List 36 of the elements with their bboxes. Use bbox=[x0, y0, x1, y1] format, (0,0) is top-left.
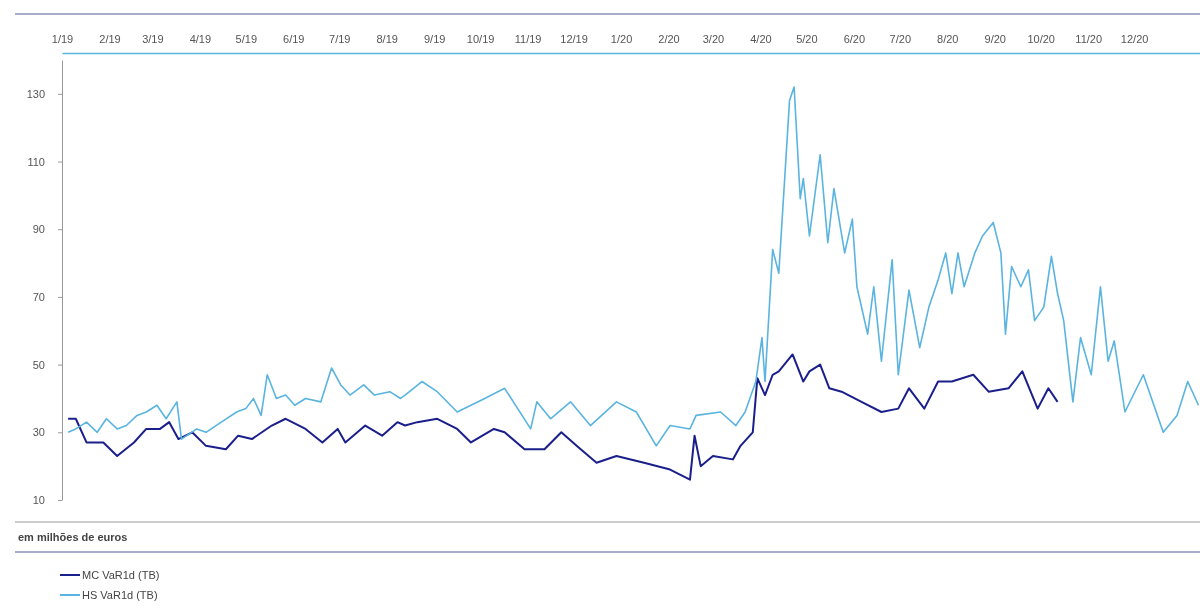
y-tick-label: 110 bbox=[27, 155, 45, 168]
y-tick-label: 50 bbox=[32, 358, 45, 371]
y-tick-label: 30 bbox=[32, 426, 45, 439]
x-tick-label: 12/20 bbox=[1120, 33, 1149, 46]
y-tick-label: 90 bbox=[32, 223, 45, 236]
x-tick-label: 11/20 bbox=[1075, 33, 1103, 46]
legend-label: HS VaR1d (TB) bbox=[82, 589, 158, 601]
x-tick-label: 10/20 bbox=[1027, 33, 1055, 46]
x-tick-label: 6/19 bbox=[283, 33, 305, 46]
x-tick-label: 3/19 bbox=[142, 33, 164, 46]
line-series bbox=[67, 353, 1059, 481]
x-tick-label: 2/19 bbox=[99, 33, 121, 46]
x-tick-label: 12/19 bbox=[560, 33, 588, 46]
x-tick-label: 4/20 bbox=[750, 33, 772, 46]
y-tick-label: 130 bbox=[26, 87, 45, 100]
x-tick-label: 8/20 bbox=[937, 33, 959, 46]
x-tick-label: 9/19 bbox=[423, 33, 446, 46]
x-tick-label: 1/19 bbox=[51, 33, 74, 46]
x-tick-label: 7/19 bbox=[329, 33, 351, 46]
x-tick-label: 5/20 bbox=[796, 33, 818, 46]
y-tick-label: 10 bbox=[32, 494, 45, 507]
x-tick-label: 9/20 bbox=[984, 33, 1006, 46]
x-tick-label: 7/20 bbox=[889, 33, 912, 46]
x-tick-label: 4/19 bbox=[189, 33, 212, 46]
y-axis-title: em milhões de euros bbox=[18, 531, 128, 543]
x-tick-label: 2/20 bbox=[658, 33, 680, 46]
legend-label: MC VaR1d (TB) bbox=[82, 569, 160, 581]
y-tick-label: 70 bbox=[32, 290, 45, 303]
x-tick-label: 11/19 bbox=[514, 33, 542, 46]
line-series bbox=[67, 86, 1200, 447]
x-tick-label: 1/20 bbox=[610, 33, 633, 46]
x-tick-label: 8/19 bbox=[376, 33, 398, 46]
x-tick-label: 3/20 bbox=[702, 33, 725, 46]
x-tick-label: 5/19 bbox=[235, 33, 258, 46]
x-tick-label: 6/20 bbox=[843, 33, 866, 46]
x-tick-label: 10/19 bbox=[466, 33, 495, 46]
